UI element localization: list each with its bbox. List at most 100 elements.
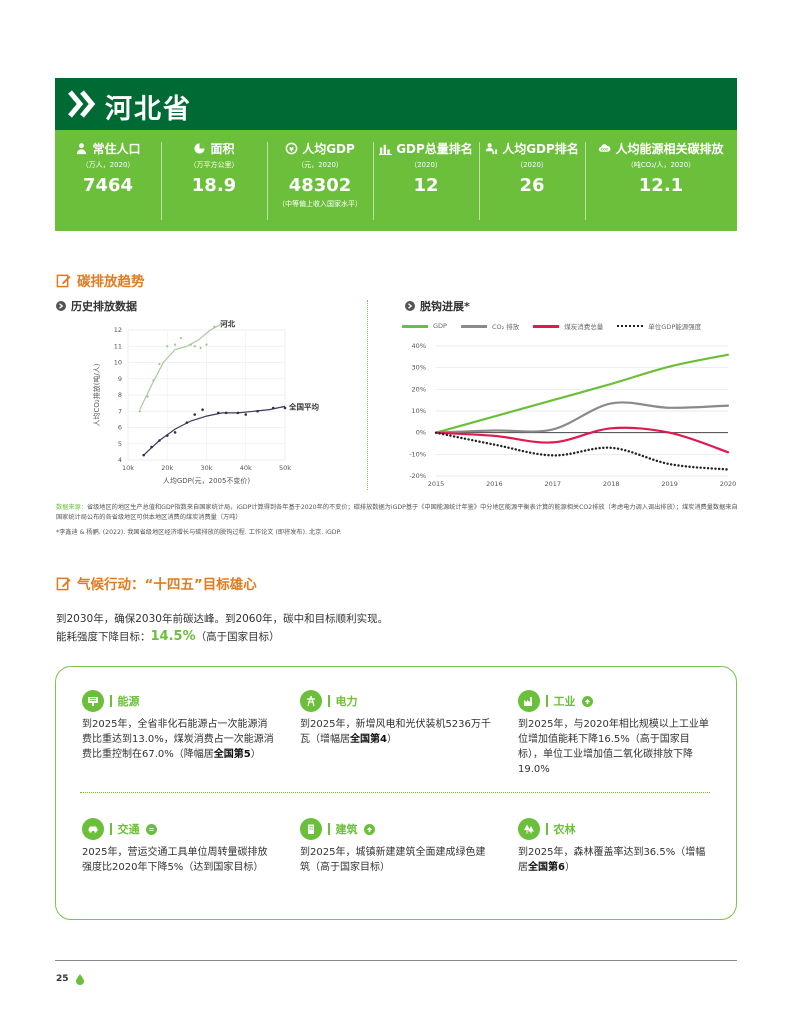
section-heading-climate-action: 气候行动：“十四五”目标雄心 [56, 573, 257, 593]
stat-value: 18.9 [191, 175, 237, 196]
double-chevron-icon [68, 90, 96, 118]
data-point [174, 343, 177, 346]
target-text: 到2025年，森林覆盖率达到36.5%（增幅居全国第6） [518, 847, 706, 873]
stat-unit: （吨CO₂/人，2020） [626, 161, 696, 169]
stat-label: 面积 [210, 142, 235, 156]
page-title: 河北省 [105, 94, 192, 125]
stat-gdp-per-capita-rank: 人均GDP排名 （2020） 26 [479, 130, 585, 231]
stat-note: （中等偏上收入国家水平） [278, 200, 362, 208]
stat-value: 48302 [288, 175, 352, 196]
car-icon [88, 826, 98, 833]
pie-icon [194, 143, 206, 154]
data-point [205, 343, 208, 346]
target-text: 2025年，营运交通工具单位周转量碳排放强度比2020年下降5%（达到国家目标） [82, 847, 268, 873]
bars-icon [379, 144, 393, 155]
svg-text:CO2: CO2 [601, 148, 608, 152]
data-point [193, 413, 197, 416]
svg-text:¥: ¥ [289, 145, 294, 153]
target-card-power: 电力 到2025年，新增风电和光伏装机5236万千瓦（增幅居全国第4） [300, 690, 495, 747]
subheading-decoupling: 脱钩进展* [405, 298, 470, 314]
stat-area: 面积 （万平方公里） 18.9 [161, 130, 267, 231]
stat-label: 人均GDP [302, 142, 355, 156]
x-tick-label: 2017 [545, 480, 562, 488]
target-card-transport: 交通 2025年，营运交通工具单位周转量碳排放强度比2020年下降5%（达到国家… [82, 818, 277, 875]
target-card-building: 建筑 到2025年，城镇新建建筑全面建成绿色建筑（高于国家目标） [300, 818, 495, 875]
coin-icon: ¥ [285, 142, 298, 155]
footer-divider [55, 960, 737, 961]
data-point [189, 343, 192, 346]
stat-unit: （2020） [516, 161, 548, 169]
y-tick-label: 10 [114, 359, 122, 367]
x-axis-label: 人均GDP(元，2005不变价) [163, 476, 251, 485]
data-point [244, 413, 248, 416]
y-tick-label: 9 [118, 375, 122, 383]
series-line [434, 426, 730, 454]
factory-icon [524, 697, 532, 706]
target-card-industry: 工业 到2025年，与2020年相比规模以上工业单位增加值能耗下降16.5%（高… [518, 690, 713, 777]
data-point [216, 411, 220, 415]
series-line [434, 431, 730, 471]
edit-note-icon [56, 577, 71, 590]
data-point [142, 453, 145, 457]
stat-population: 常住人口 （万人，2020） 7464 [55, 130, 161, 231]
data-point [271, 406, 275, 410]
data-point [146, 395, 149, 398]
stat-label: 人均GDP排名 [502, 142, 579, 156]
target-card-energy: 能源 到2025年，全省非化石能源占一次能源消费比重达到13.0%，煤炭消费占一… [82, 690, 274, 762]
targets-box [55, 666, 737, 920]
legend-item-co2: CO₂ 排放 [460, 321, 519, 331]
data-point [158, 439, 161, 442]
x-tick-label: 2020 [720, 480, 737, 488]
data-point [166, 345, 169, 348]
building-icon [308, 824, 314, 834]
province-banner: 河北省 [55, 78, 737, 130]
data-point [199, 346, 202, 349]
data-point [173, 431, 177, 434]
x-tick-label: 2015 [428, 480, 445, 488]
target-label: 交通 [117, 823, 140, 836]
stat-co2-per-capita: CO2 人均能源相关碳排放 （吨CO₂/人，2020） 12.1 [585, 130, 737, 231]
climate-intro: 到2030年，确保2030年前碳达峰。到2060年，碳中和目标顺利实现。 能耗强… [56, 610, 388, 646]
y-tick-label: 4 [118, 456, 122, 464]
page-number: 25 [56, 974, 69, 984]
trend-line [139, 322, 223, 410]
stat-gdp-per-capita: ¥ 人均GDP （元，2020） 48302 （中等偏上收入国家水平） [267, 130, 373, 231]
y-tick-label: -20% [409, 472, 426, 480]
energy-icon [88, 697, 98, 706]
target-text: 到2025年，城镇新建建筑全面建成绿色建筑（高于国家目标） [300, 847, 486, 873]
stat-label: 人均能源相关碳排放 [615, 142, 724, 156]
data-point [179, 337, 183, 340]
target-card-forestry: 农林 到2025年，森林覆盖率达到36.5%（增幅居全国第6） [518, 818, 713, 875]
legend-item-intensity: 单位GDP能源强度 [617, 321, 701, 331]
scatter-chart: 10k 20k 30k 40k 50k 4 5 6 7 8 9 10 11 12 人均GDP(元，2005不… [92, 319, 319, 486]
section-title: 碳排放趋势 [77, 274, 145, 290]
equal-icon [148, 827, 154, 831]
data-point [236, 411, 240, 415]
section-heading-emissions: 碳排放趋势 [56, 270, 145, 290]
x-tick-label: 2016 [486, 480, 503, 488]
data-point [138, 410, 141, 413]
data-point [256, 409, 259, 413]
target-label: 能源 [117, 695, 140, 708]
subheading-label: 脱钩进展* [420, 300, 470, 313]
data-point [185, 421, 189, 424]
forest-icon [524, 824, 534, 834]
section-title: 气候行动：“十四五”目标雄心 [77, 577, 257, 593]
intro-line-1: 到2030年，确保2030年前碳达峰。到2060年，碳中和目标顺利实现。 [56, 613, 389, 625]
targets-divider [80, 792, 710, 793]
x-tick-label: 10k [122, 464, 134, 472]
y-tick-label: 12 [114, 326, 122, 334]
target-label: 电力 [335, 695, 358, 708]
stat-value: 12 [413, 175, 439, 196]
intensity-target: 14.5% [150, 629, 196, 644]
stat-unit: （2020） [410, 161, 442, 169]
y-tick-label: 8 [118, 391, 122, 399]
edit-note-icon [56, 274, 71, 287]
leaf-drop-icon [76, 974, 84, 985]
up-arrow-icon [584, 698, 590, 704]
people-icon [77, 143, 87, 155]
y-tick-label: 0% [416, 429, 426, 437]
data-point [201, 408, 204, 411]
chevron-right-icon [408, 303, 413, 309]
chevron-right-icon [59, 303, 64, 309]
